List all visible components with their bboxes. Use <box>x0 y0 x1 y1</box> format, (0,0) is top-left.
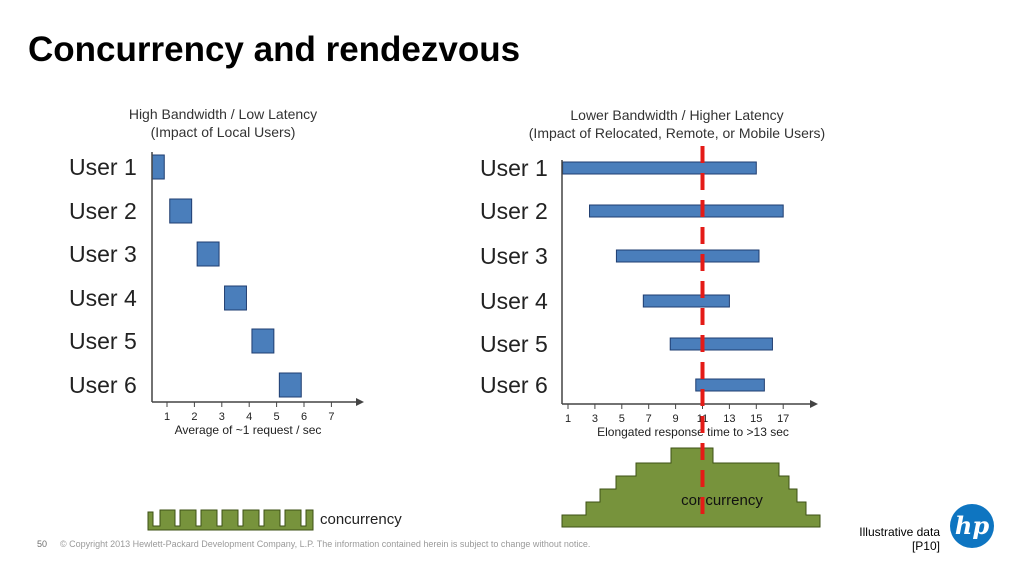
right-x-tick-label: 5 <box>619 413 625 425</box>
left-chart: High Bandwidth / Low Latency (Impact of … <box>69 106 402 531</box>
right-chart: Lower Bandwidth / Higher Latency (Impact… <box>480 107 825 528</box>
left-category-label: User 6 <box>69 372 137 398</box>
left-chart-title: High Bandwidth / Low Latency <box>129 106 317 122</box>
right-bar <box>695 378 765 392</box>
left-category-label: User 1 <box>69 154 137 180</box>
right-category-label: User 2 <box>480 198 548 224</box>
left-bar <box>251 328 275 354</box>
left-x-tick-label: 7 <box>328 411 334 423</box>
left-bar <box>224 285 247 311</box>
right-concurrency-label: concurrency <box>681 492 763 509</box>
slide-title: Concurrency and rendezvous <box>28 30 521 69</box>
left-concurrency-label: concurrency <box>320 511 402 528</box>
right-bar <box>589 204 784 218</box>
left-x-tick-label: 6 <box>301 411 307 423</box>
left-bar <box>151 154 165 180</box>
left-concurrency-wave <box>147 509 314 531</box>
copyright-notice: © Copyright 2013 Hewlett-Packard Develop… <box>60 539 591 549</box>
right-x-tick-label: 13 <box>723 413 735 425</box>
left-category-label: User 4 <box>69 285 137 311</box>
right-category-label: User 4 <box>480 288 548 314</box>
left-x-axis-label: Average of ~1 request / sec <box>175 423 322 437</box>
right-bar <box>615 249 760 263</box>
right-category-label: User 1 <box>480 155 548 181</box>
left-x-tick-label: 5 <box>274 411 280 423</box>
right-category-label: User 5 <box>480 331 548 357</box>
hp-logo-text: hp <box>955 511 989 540</box>
right-x-tick-label: 17 <box>777 413 789 425</box>
left-x-tick-label: 4 <box>246 411 252 423</box>
right-chart-title: Lower Bandwidth / Higher Latency <box>570 107 783 123</box>
right-x-tick-label: 15 <box>750 413 762 425</box>
left-bar <box>278 372 302 398</box>
left-x-tick-label: 2 <box>191 411 197 423</box>
left-bar <box>169 198 193 224</box>
right-concurrency-area <box>561 447 821 528</box>
right-x-tick-label: 1 <box>565 413 571 425</box>
right-category-label: User 6 <box>480 372 548 398</box>
right-x-axis-arrow <box>810 400 818 408</box>
right-category-label: User 3 <box>480 243 548 269</box>
right-chart-subtitle: (Impact of Relocated, Remote, or Mobile … <box>529 125 825 141</box>
left-x-tick-label: 1 <box>164 411 170 423</box>
illustrative-note: Illustrative data [P10] <box>859 525 940 553</box>
left-x-tick-label: 3 <box>219 411 225 423</box>
right-x-tick-label: 3 <box>592 413 598 425</box>
left-category-label: User 5 <box>69 328 137 354</box>
illustrative-note-line2: [P10] <box>911 539 940 553</box>
right-x-axis-label: Elongated response time to >13 sec <box>597 425 789 439</box>
page-number: 50 <box>37 539 48 549</box>
right-bar <box>562 161 757 175</box>
right-bar <box>642 294 730 308</box>
illustrative-note-line1: Illustrative data <box>859 525 940 539</box>
left-chart-subtitle: (Impact of Local Users) <box>151 124 296 140</box>
left-bar <box>196 241 220 267</box>
left-category-label: User 2 <box>69 198 137 224</box>
left-x-axis-arrow <box>356 398 364 406</box>
hp-logo-icon: hp <box>950 504 994 548</box>
right-bar <box>669 337 773 351</box>
right-x-tick-label: 7 <box>646 413 652 425</box>
left-category-label: User 3 <box>69 241 137 267</box>
right-x-tick-label: 9 <box>673 413 679 425</box>
